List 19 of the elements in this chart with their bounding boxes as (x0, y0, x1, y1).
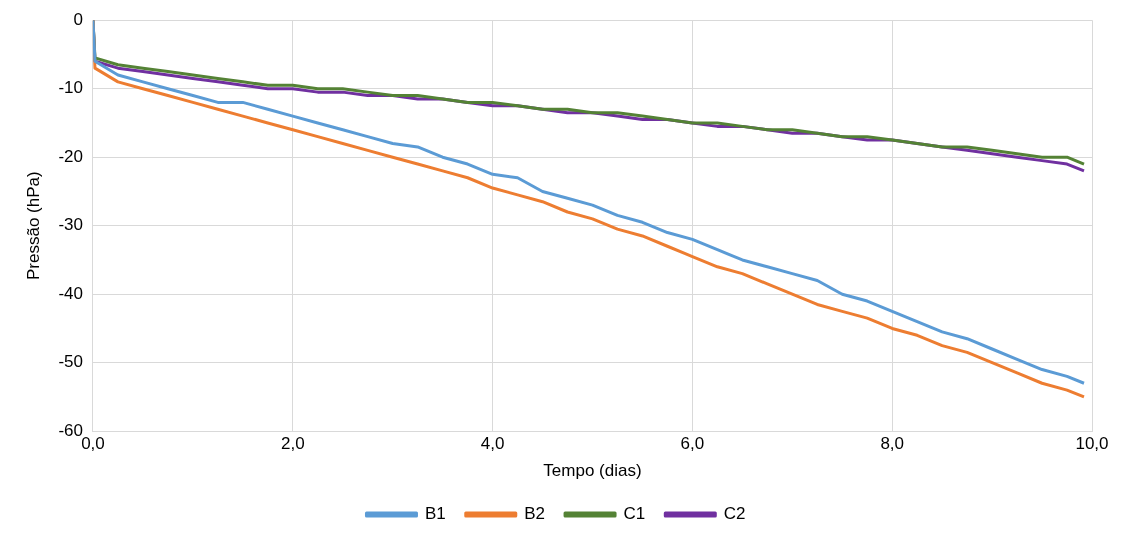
y-tick-label: -40 (58, 283, 83, 303)
x-tick-label: 4,0 (480, 434, 505, 454)
legend-label: B2 (524, 504, 546, 524)
y-tick-label: -60 (58, 420, 83, 440)
y-tick-label: -20 (58, 146, 83, 166)
y-tick-label: -30 (58, 215, 83, 235)
legend-label: C1 (623, 504, 646, 524)
y-tick-label: 0 (73, 9, 83, 29)
x-axis-title: Tempo (dias) (543, 461, 642, 481)
y-tick-label: -10 (58, 78, 83, 98)
x-tick-label: 8,0 (880, 434, 905, 454)
x-tick-label: 6,0 (680, 434, 705, 454)
y-axis-title: Pressão (hPa) (23, 171, 43, 281)
x-tick-label: 2,0 (280, 434, 305, 454)
y-tick-label: -50 (58, 352, 83, 372)
x-tick-label: 10,0 (1075, 434, 1109, 454)
x-tick-label: 0,0 (81, 434, 105, 454)
legend-label: C2 (723, 504, 746, 524)
legend-label: B1 (424, 504, 446, 524)
